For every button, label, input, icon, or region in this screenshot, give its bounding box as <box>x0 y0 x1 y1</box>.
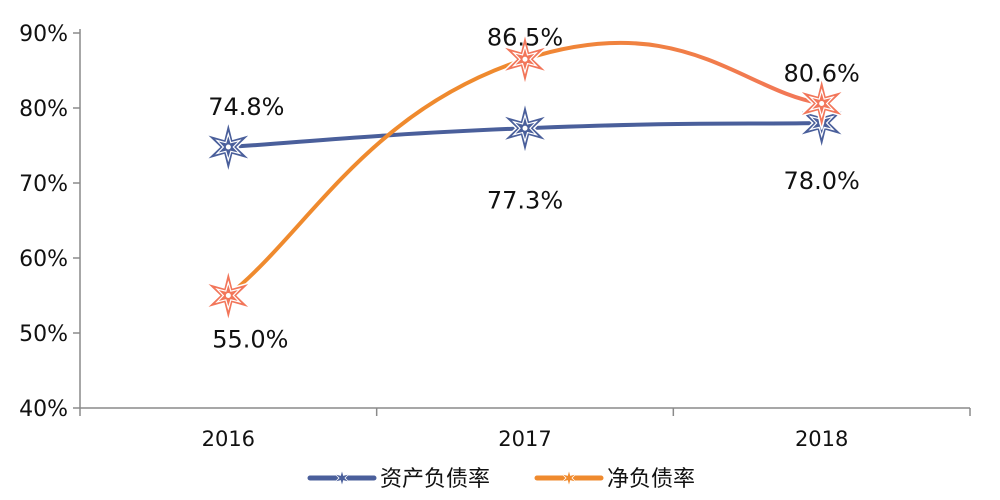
x-tick-label: 2017 <box>498 427 551 451</box>
y-tick-label: 90% <box>19 22 68 47</box>
series-layer <box>205 33 845 322</box>
series-1-point <box>501 102 549 155</box>
legend-item-1: 资产负债率 <box>307 467 490 492</box>
series-2-point <box>205 269 252 322</box>
y-tick-label: 70% <box>19 172 68 197</box>
data-label: 80.6% <box>784 60 860 88</box>
y-tick-label: 50% <box>19 322 68 347</box>
legend-label: 资产负债率 <box>380 467 490 492</box>
data-label: 86.5% <box>487 23 563 51</box>
legend-label: 净负债率 <box>607 467 695 492</box>
legend-star-icon <box>560 468 578 488</box>
data-label: 74.8% <box>208 93 284 121</box>
legend-item-2: 净负债率 <box>534 467 695 492</box>
x-tick-label: 2016 <box>202 427 255 451</box>
data-label: 55.0% <box>212 326 288 354</box>
legend: 资产负债率 净负债率 <box>307 467 695 492</box>
y-tick-label: 40% <box>19 397 68 422</box>
axes: 40% 50% 60% 70% 80% 90% 2016 2017 2018 <box>19 22 971 451</box>
series-1-point <box>205 120 252 174</box>
x-tick-label: 2018 <box>795 427 848 451</box>
data-label: 77.3% <box>487 186 563 214</box>
data-label: 78.0% <box>784 167 860 195</box>
y-tick-label: 80% <box>19 97 68 122</box>
series-2-point <box>798 77 845 130</box>
series-2-point <box>501 33 549 86</box>
y-tick-label: 60% <box>19 247 68 272</box>
data-labels: 74.8% 77.3% 78.0% 55.0% 86.5% 80.6% <box>208 23 860 353</box>
legend-star-icon <box>333 468 351 488</box>
